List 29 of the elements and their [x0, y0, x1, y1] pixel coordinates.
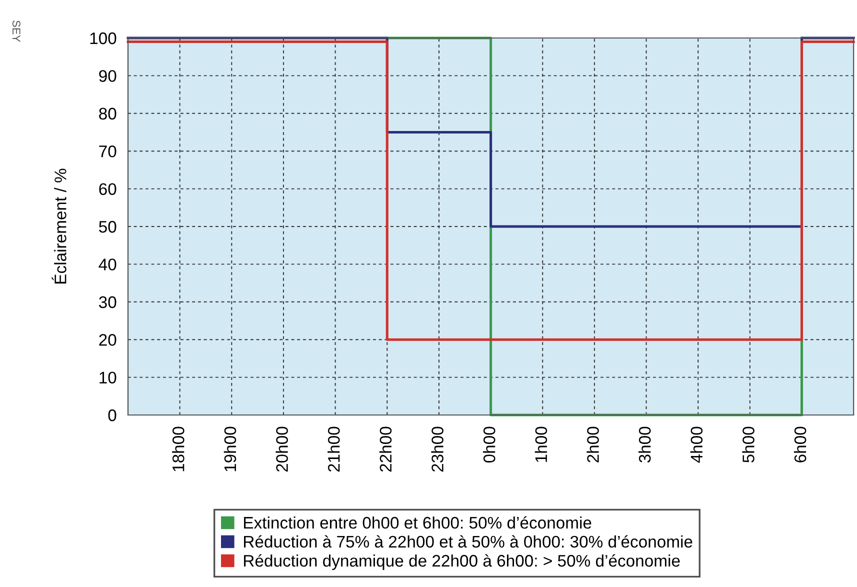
x-tick-label: 20h00 [276, 426, 288, 472]
y-axis-title: Éclairement / % [52, 168, 66, 284]
y-tick-label: 100 [90, 32, 116, 44]
text: SEY [12, 20, 20, 42]
x-tick-label: 22h00 [379, 426, 392, 472]
x-tick-label: 3h00 [638, 426, 651, 463]
x-tick-label: 18h00 [172, 426, 184, 472]
legend-label: Extinction entre 0h00 et 6h00: 50% d’économie [244, 516, 592, 529]
y-tick-label: 10 [100, 372, 116, 384]
y-tick-label: 90 [99, 70, 116, 82]
x-tick-label: 6h00 [794, 426, 806, 462]
legend-label: Réduction à 75% à 22h00 et à 50% à 0h00: 30% d’économie [244, 535, 692, 548]
x-tick-label: 19h00 [224, 426, 236, 472]
y-tick-label: 50 [99, 220, 116, 233]
y-tick-label: 0 [108, 409, 116, 422]
y-tick-label: 30 [98, 296, 116, 308]
x-tick-label: 4h00 [690, 426, 703, 463]
y-tick-label: 80 [99, 108, 116, 120]
legend-label: Réduction dynamique de 22h00 à 6h00: > 50% d’économie [244, 554, 680, 570]
x-tick-label: 0h00 [483, 426, 496, 463]
x-tick-label: 2h00 [586, 426, 599, 462]
y-tick-label: 40 [98, 258, 116, 270]
x-tick-label: 21h00 [328, 426, 340, 472]
x-tick-label: 1h00 [534, 426, 548, 462]
y-tick-label: 20 [99, 334, 116, 346]
y-tick-label: 70 [99, 146, 116, 158]
x-tick-label: 5h00 [742, 426, 754, 463]
y-tick-label: 60 [99, 183, 116, 196]
x-tick-label: 23h00 [431, 426, 444, 472]
